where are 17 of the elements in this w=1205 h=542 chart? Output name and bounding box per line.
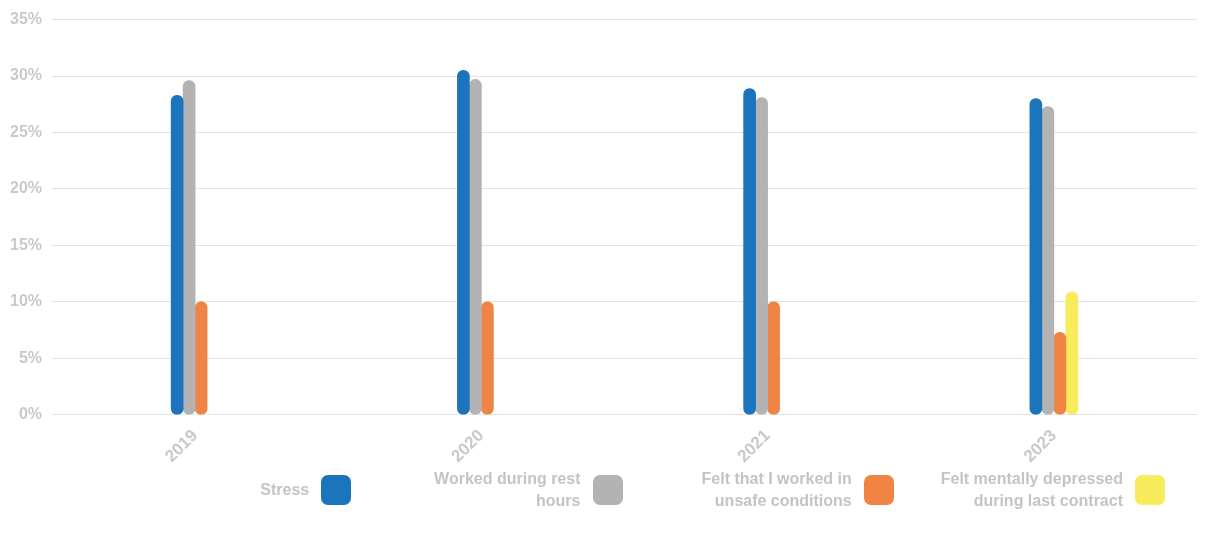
legend-label: Worked during rest hours <box>433 469 581 511</box>
bar <box>457 70 470 415</box>
bar <box>481 301 494 415</box>
bar <box>1065 291 1079 415</box>
bar <box>182 80 196 415</box>
bar <box>755 97 768 415</box>
bar <box>1029 98 1043 415</box>
legend-label: Felt mentally depressed during last contract <box>939 469 1123 511</box>
bar <box>767 301 780 415</box>
bar <box>170 94 184 415</box>
bar <box>1053 332 1067 415</box>
bar <box>469 79 482 415</box>
legend-label: Stress <box>260 480 310 500</box>
bar <box>194 301 208 415</box>
bar <box>1041 106 1055 415</box>
bar <box>743 88 756 415</box>
legend-label: Felt that I worked in unsafe conditions <box>700 469 852 511</box>
